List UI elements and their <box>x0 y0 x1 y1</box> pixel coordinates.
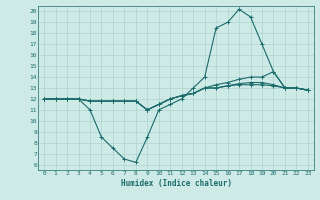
X-axis label: Humidex (Indice chaleur): Humidex (Indice chaleur) <box>121 179 231 188</box>
